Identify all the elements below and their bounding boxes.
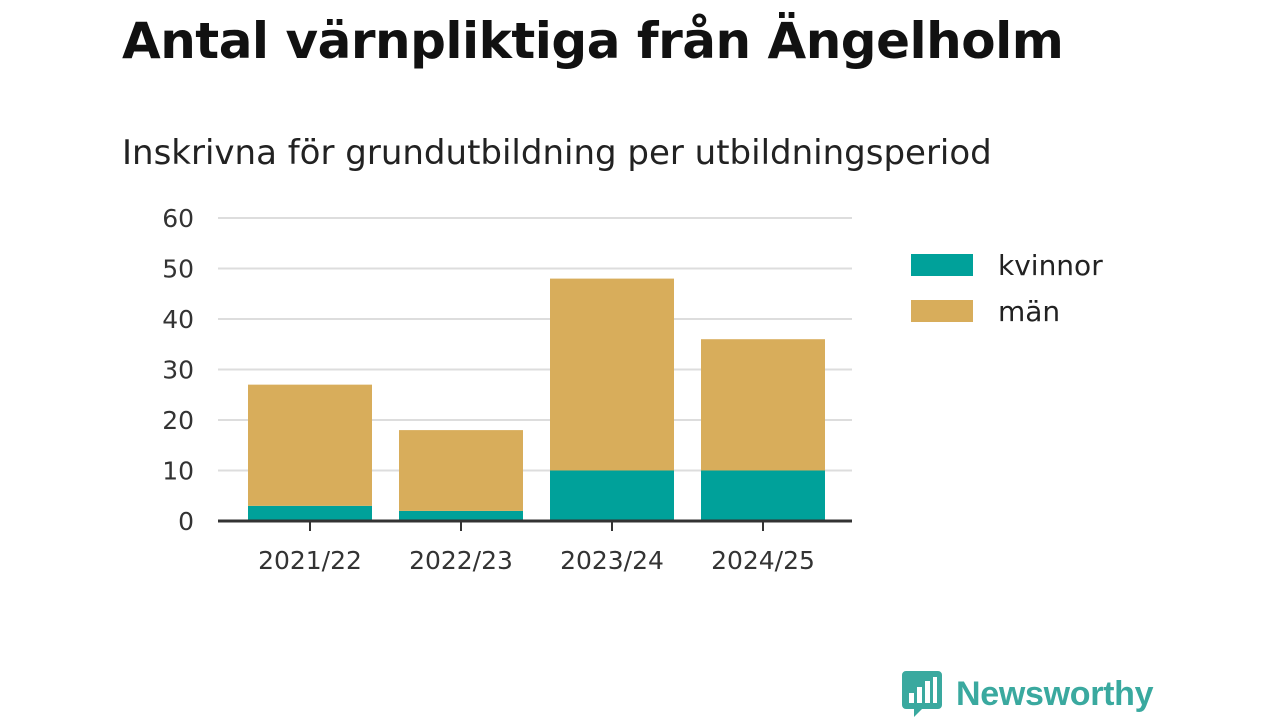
stacked-bar-chart: 0 10 20 30 40 50 60 2021/22 2022/23 2023/24 2024/2… [162,204,1103,575]
x-tick-label: 2023/24 [560,546,664,575]
bar-kvinnor-2023-24 [550,470,674,521]
bar-kvinnor-2022-23 [399,510,523,521]
bar-kvinnor-2024-25 [701,470,825,521]
legend-label-kvinnor: kvinnor [998,249,1103,282]
y-tick-label: 30 [162,356,194,385]
legend: kvinnor män [911,249,1103,328]
bar-man-2023-24 [550,278,674,471]
legend-label-man: män [998,295,1060,328]
y-tick-label: 50 [162,255,194,284]
bar-man-2024-25 [701,339,825,471]
brand: Newsworthy [900,668,1154,720]
y-tick-label: 20 [162,406,194,435]
legend-swatch-kvinnor [911,254,973,276]
bar-kvinnor-2021-22 [248,505,372,521]
x-tick-label: 2021/22 [258,546,362,575]
bar-man-2021-22 [248,384,372,506]
bars [248,278,825,521]
axes: 0 10 20 30 40 50 60 2021/22 2022/23 2023/24 2024/2… [162,204,852,575]
chart-subtitle: Inskrivna för grundutbildning per utbild… [122,133,992,173]
y-tick-label: 40 [162,305,194,334]
y-tick-label: 10 [162,457,194,486]
y-tick-label: 60 [162,204,194,233]
newsworthy-logo-icon [902,671,942,717]
brand-name: Newsworthy [956,674,1154,713]
x-tick-label: 2024/25 [711,546,815,575]
chart-title: Antal värnpliktiga från Ängelholm [122,12,1064,70]
legend-swatch-man [911,300,973,322]
y-tick-label: 0 [178,507,194,536]
bar-man-2022-23 [399,430,523,511]
x-tick-label: 2022/23 [409,546,513,575]
